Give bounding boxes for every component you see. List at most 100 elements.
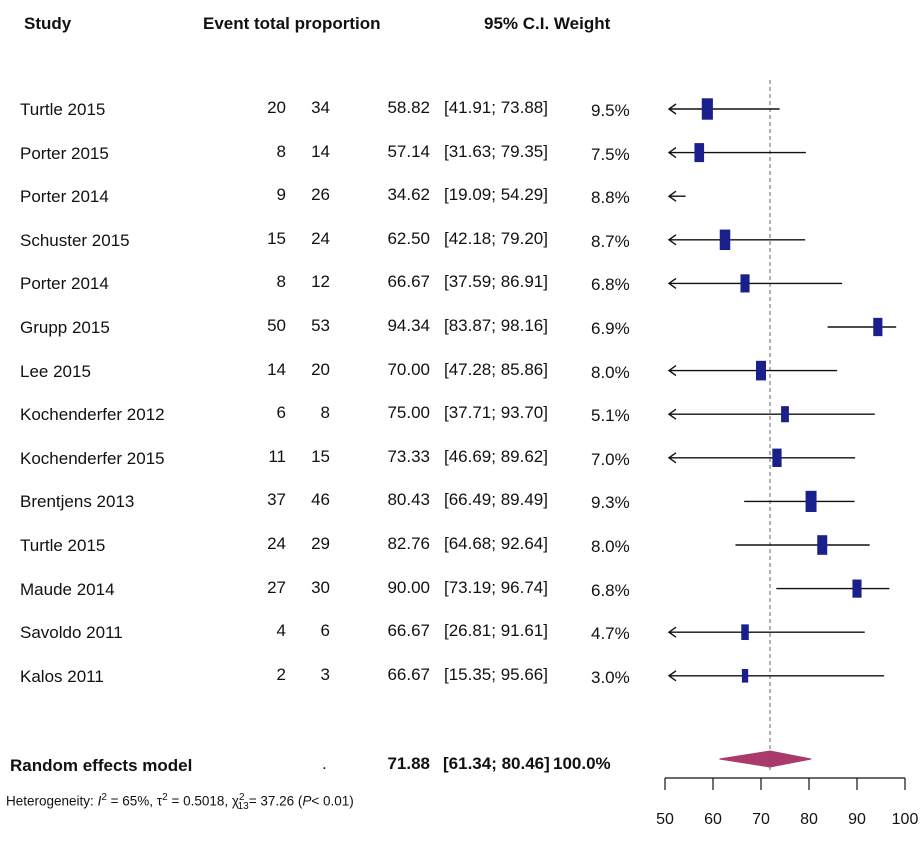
study-marker — [852, 579, 862, 598]
study-marker — [741, 624, 749, 641]
study-proportion: 80.43 — [387, 490, 430, 510]
random-effects-weight: 100.0% — [553, 754, 611, 773]
study-marker — [756, 360, 766, 381]
study-ci: [41.91; 73.88] — [444, 98, 548, 117]
study-marker — [873, 317, 883, 337]
study-total: 8 — [320, 403, 330, 423]
study-name: Brentjens 2013 — [20, 492, 135, 512]
study-ci: [15.35; 95.66] — [444, 664, 548, 684]
study-marker — [781, 406, 789, 423]
study-events: 8 — [276, 272, 286, 292]
study-marker — [719, 229, 731, 251]
x-tick-label: 50 — [656, 811, 674, 828]
study-ci: [26.81; 91.61] — [444, 621, 548, 641]
random-effects-label: Random effects model — [10, 756, 193, 775]
study-name: Kalos 2011 — [20, 666, 104, 686]
study-proportion: 73.33 — [387, 446, 430, 466]
study-ci: [64.68; 92.64] — [444, 534, 548, 553]
study-weight: 8.0% — [591, 362, 630, 382]
ci-arrow — [667, 408, 677, 420]
heterogeneity-text: Heterogeneity: I2 = 65%, τ2 = 0.5018, χ2… — [6, 792, 354, 813]
study-ci: [19.09; 54.29] — [444, 185, 548, 205]
study-events: 14 — [267, 359, 286, 379]
study-marker — [805, 490, 817, 512]
study-proportion: 94.34 — [387, 316, 430, 335]
study-name: Kochenderfer 2012 — [20, 405, 165, 425]
study-weight: 8.7% — [591, 231, 630, 251]
study-ci: [83.87; 98.16] — [444, 316, 548, 335]
study-total: 15 — [311, 446, 330, 466]
study-proportion: 57.14 — [387, 141, 430, 161]
header-events-total-proportion: Event total proportion — [203, 14, 381, 33]
study-proportion: 90.00 — [387, 577, 430, 597]
study-proportion: 58.82 — [387, 98, 430, 117]
study-total: 53 — [311, 316, 330, 335]
header-ci-weight: 95% C.I. Weight — [484, 14, 611, 33]
study-ci: [42.18; 79.20] — [444, 228, 548, 248]
study-marker — [701, 98, 713, 120]
study-total: 20 — [311, 359, 330, 379]
study-proportion: 70.00 — [387, 359, 430, 379]
study-name: Schuster 2015 — [20, 230, 130, 250]
study-events: 20 — [267, 98, 286, 117]
ci-arrow — [667, 147, 677, 159]
ci-arrow — [667, 234, 677, 246]
study-weight: 6.9% — [591, 319, 630, 338]
study-name: Kochenderfer 2015 — [20, 448, 165, 468]
study-total: 6 — [320, 621, 330, 641]
study-name: Lee 2015 — [20, 361, 91, 381]
study-weight: 3.0% — [591, 667, 630, 687]
study-events: 50 — [267, 316, 286, 335]
study-ci: [37.71; 93.70] — [444, 403, 548, 423]
study-name: Porter 2014 — [20, 274, 109, 294]
ci-arrow — [667, 452, 677, 464]
ci-arrow — [667, 277, 677, 289]
random-effects-proportion: 71.88 — [387, 754, 430, 773]
study-marker — [772, 448, 782, 467]
study-total: 26 — [311, 185, 330, 205]
study-weight: 7.0% — [591, 449, 630, 469]
study-marker — [740, 274, 750, 293]
x-tick-label: 80 — [800, 811, 818, 828]
study-total: 46 — [311, 490, 330, 510]
study-total: 34 — [311, 98, 330, 117]
study-events: 4 — [276, 621, 286, 641]
ci-arrow — [667, 670, 677, 682]
study-events: 8 — [276, 141, 286, 161]
study-weight: 9.3% — [591, 493, 630, 513]
study-events: 37 — [267, 490, 286, 510]
study-events: 15 — [267, 228, 286, 248]
study-weight: 9.5% — [591, 101, 630, 120]
study-events: 27 — [267, 577, 286, 597]
study-weight: 7.5% — [591, 144, 630, 164]
study-marker — [741, 669, 749, 683]
random-effects-ci: [61.34; 80.46] — [443, 754, 550, 773]
random-effects-events: . — [322, 754, 327, 773]
study-marker — [817, 535, 828, 555]
study-ci: [47.28; 85.86] — [444, 359, 548, 379]
study-events: 24 — [267, 534, 286, 553]
x-tick-label: 70 — [752, 811, 770, 828]
x-tick-label: 60 — [704, 811, 722, 828]
study-name: Porter 2015 — [20, 143, 109, 163]
study-total: 3 — [320, 664, 330, 684]
study-events: 11 — [268, 446, 286, 466]
study-events: 2 — [276, 664, 286, 684]
study-weight: 8.8% — [591, 188, 630, 208]
ci-arrow — [667, 626, 677, 638]
header-study: Study — [24, 14, 72, 33]
study-name: Turtle 2015 — [20, 536, 106, 555]
study-proportion: 62.50 — [387, 228, 430, 248]
study-ci: [31.63; 79.35] — [444, 141, 548, 161]
summary-diamond — [719, 750, 812, 768]
study-total: 12 — [311, 272, 330, 292]
study-name: Maude 2014 — [20, 579, 115, 599]
study-proportion: 82.76 — [387, 534, 430, 553]
study-total: 30 — [311, 577, 330, 597]
study-ci: [46.69; 89.62] — [444, 446, 548, 466]
study-weight: 6.8% — [591, 275, 630, 295]
study-proportion: 34.62 — [387, 185, 430, 205]
study-proportion: 75.00 — [387, 403, 430, 423]
study-name: Turtle 2015 — [20, 100, 106, 119]
